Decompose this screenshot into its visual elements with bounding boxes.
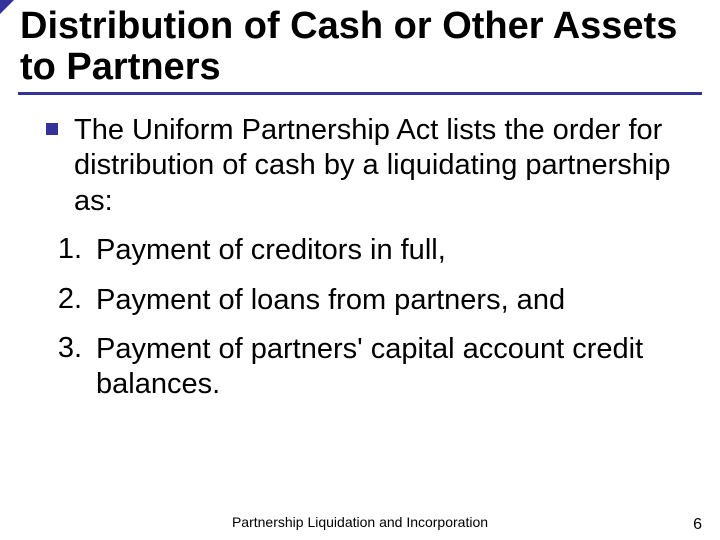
footer-text: Partnership Liquidation and Incorporatio… [0, 514, 720, 530]
list-number: 3. [30, 332, 96, 365]
list-number: 1. [30, 233, 96, 266]
list-item: 1. Payment of creditors in full, [30, 233, 690, 268]
list-text: Payment of loans from partners, and [96, 283, 690, 318]
list-text: Payment of partners' capital account cre… [96, 332, 690, 403]
bullet-text: The Uniform Partnership Act lists the or… [74, 113, 690, 219]
page-number: 6 [693, 516, 702, 534]
list-number: 2. [30, 283, 96, 316]
page-title: Distribution of Cash or Other Assets to … [0, 0, 720, 88]
bullet-item: The Uniform Partnership Act lists the or… [30, 113, 690, 219]
square-bullet-icon [30, 113, 74, 135]
accent-corner [0, 0, 14, 14]
list-item: 2. Payment of loans from partners, and [30, 283, 690, 318]
list-text: Payment of creditors in full, [96, 233, 690, 268]
list-item: 3. Payment of partners' capital account … [30, 332, 690, 403]
content-area: The Uniform Partnership Act lists the or… [0, 95, 720, 403]
